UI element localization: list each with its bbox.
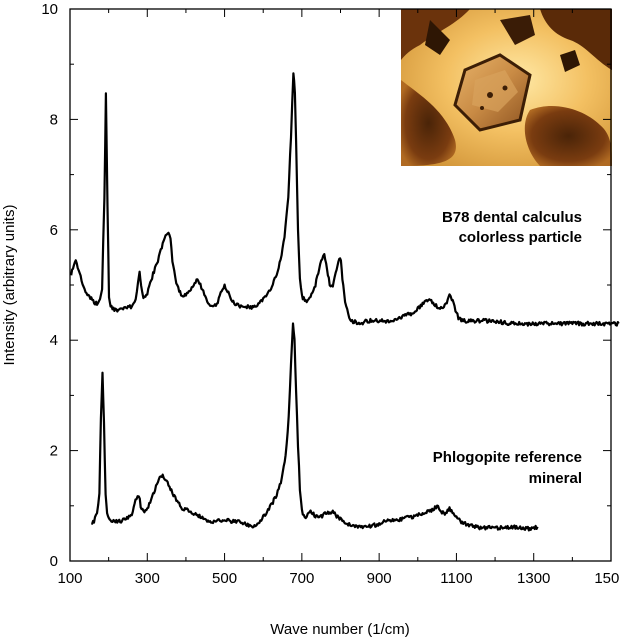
x-tick-label: 1300: [517, 570, 550, 587]
x-tick-label: 500: [212, 570, 237, 587]
y-tick-label: 10: [41, 1, 58, 18]
x-tick-label: 1100: [440, 570, 472, 587]
x-axis-title: Wave number (1/cm): [270, 621, 409, 638]
y-axis-title: Intensity (arbitrary units): [1, 205, 18, 366]
y-tick-label: 8: [50, 111, 58, 128]
x-tick-label: 100: [57, 570, 82, 587]
annotation-sample-line1: B78 dental calculus: [442, 209, 582, 226]
spectra: [70, 72, 620, 532]
x-tick-label: 900: [367, 570, 392, 587]
y-tick-label: 6: [50, 222, 58, 239]
x-tick-label: 700: [289, 570, 314, 587]
y-tick-label: 2: [50, 443, 58, 460]
y-tick-label: 4: [50, 332, 58, 349]
annotation-reference-line1: Phlogopite reference: [433, 449, 582, 466]
lower-spectrum-line: [90, 322, 539, 532]
inset-photomicrograph: [401, 9, 612, 166]
axis-ticks: [69, 8, 612, 562]
annotation-sample-line2: colorless particle: [459, 229, 582, 246]
y-tick-label: 0: [50, 553, 58, 570]
annotation-reference-line2: mineral: [529, 470, 582, 487]
x-tick-label: 300: [135, 570, 160, 587]
upper-spectrum-line: [70, 72, 620, 327]
